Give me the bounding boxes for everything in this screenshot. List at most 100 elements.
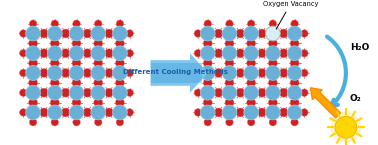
Circle shape bbox=[222, 26, 237, 41]
Circle shape bbox=[268, 78, 277, 87]
Circle shape bbox=[105, 49, 113, 58]
Circle shape bbox=[94, 118, 102, 126]
Circle shape bbox=[61, 69, 70, 77]
Circle shape bbox=[47, 105, 62, 120]
Circle shape bbox=[222, 105, 237, 120]
Circle shape bbox=[83, 29, 92, 38]
Circle shape bbox=[91, 66, 105, 80]
Circle shape bbox=[279, 29, 288, 38]
Circle shape bbox=[47, 46, 62, 61]
Circle shape bbox=[91, 85, 105, 100]
Circle shape bbox=[113, 66, 127, 80]
Circle shape bbox=[40, 29, 48, 38]
Circle shape bbox=[214, 49, 223, 58]
Circle shape bbox=[269, 20, 277, 28]
Circle shape bbox=[265, 66, 280, 80]
Circle shape bbox=[83, 108, 92, 117]
Circle shape bbox=[301, 89, 308, 96]
Circle shape bbox=[72, 39, 81, 48]
FancyArrow shape bbox=[150, 53, 208, 93]
Circle shape bbox=[69, 66, 84, 80]
Circle shape bbox=[116, 78, 124, 87]
Circle shape bbox=[116, 20, 124, 28]
Circle shape bbox=[279, 49, 288, 58]
Circle shape bbox=[194, 69, 202, 77]
Circle shape bbox=[244, 85, 259, 100]
Circle shape bbox=[29, 39, 37, 48]
Circle shape bbox=[301, 109, 308, 116]
Text: O₂: O₂ bbox=[350, 94, 362, 103]
Circle shape bbox=[50, 98, 59, 107]
Circle shape bbox=[126, 30, 133, 37]
Circle shape bbox=[40, 49, 48, 58]
Circle shape bbox=[287, 85, 302, 100]
Circle shape bbox=[105, 29, 113, 38]
Circle shape bbox=[105, 88, 113, 97]
Circle shape bbox=[94, 39, 103, 48]
Circle shape bbox=[69, 105, 84, 120]
Circle shape bbox=[72, 78, 81, 87]
Circle shape bbox=[94, 59, 103, 68]
Circle shape bbox=[265, 46, 280, 61]
Circle shape bbox=[126, 109, 133, 116]
Circle shape bbox=[287, 66, 302, 80]
Circle shape bbox=[194, 49, 202, 57]
Circle shape bbox=[222, 66, 237, 80]
Circle shape bbox=[236, 88, 245, 97]
Text: Oxygen Vacancy: Oxygen Vacancy bbox=[263, 1, 318, 29]
Circle shape bbox=[83, 88, 92, 97]
Circle shape bbox=[126, 69, 133, 77]
Circle shape bbox=[226, 118, 233, 126]
Circle shape bbox=[257, 69, 266, 77]
Circle shape bbox=[236, 108, 245, 117]
Circle shape bbox=[29, 78, 37, 87]
Circle shape bbox=[222, 85, 237, 100]
Circle shape bbox=[257, 88, 266, 97]
Circle shape bbox=[50, 39, 59, 48]
Circle shape bbox=[116, 39, 124, 48]
Circle shape bbox=[203, 98, 212, 107]
Circle shape bbox=[247, 39, 256, 48]
Circle shape bbox=[247, 20, 255, 28]
Circle shape bbox=[26, 46, 40, 61]
Circle shape bbox=[225, 59, 234, 68]
Circle shape bbox=[194, 89, 202, 96]
Circle shape bbox=[226, 20, 233, 28]
Circle shape bbox=[204, 20, 212, 28]
Circle shape bbox=[47, 66, 62, 80]
Circle shape bbox=[91, 26, 105, 41]
Circle shape bbox=[40, 108, 48, 117]
Circle shape bbox=[61, 88, 70, 97]
Circle shape bbox=[268, 59, 277, 68]
Circle shape bbox=[244, 105, 259, 120]
Circle shape bbox=[69, 26, 84, 41]
Circle shape bbox=[126, 89, 133, 96]
Circle shape bbox=[214, 29, 223, 38]
Circle shape bbox=[194, 30, 202, 37]
Circle shape bbox=[29, 59, 37, 68]
Circle shape bbox=[244, 26, 259, 41]
Circle shape bbox=[268, 98, 277, 107]
Circle shape bbox=[257, 108, 266, 117]
Circle shape bbox=[26, 105, 40, 120]
Circle shape bbox=[247, 118, 255, 126]
FancyArrow shape bbox=[310, 88, 341, 118]
Circle shape bbox=[200, 46, 215, 61]
Circle shape bbox=[20, 89, 27, 96]
Circle shape bbox=[301, 69, 308, 77]
Circle shape bbox=[203, 59, 212, 68]
Circle shape bbox=[290, 78, 299, 87]
Circle shape bbox=[61, 29, 70, 38]
Circle shape bbox=[265, 85, 280, 100]
Circle shape bbox=[291, 118, 298, 126]
Circle shape bbox=[279, 69, 288, 77]
Circle shape bbox=[257, 49, 266, 58]
Circle shape bbox=[200, 105, 215, 120]
Circle shape bbox=[265, 26, 280, 41]
Text: Different Cooling Methods: Different Cooling Methods bbox=[123, 69, 228, 75]
Circle shape bbox=[26, 26, 40, 41]
Circle shape bbox=[200, 26, 215, 41]
Circle shape bbox=[69, 46, 84, 61]
Circle shape bbox=[50, 59, 59, 68]
Circle shape bbox=[301, 49, 308, 57]
